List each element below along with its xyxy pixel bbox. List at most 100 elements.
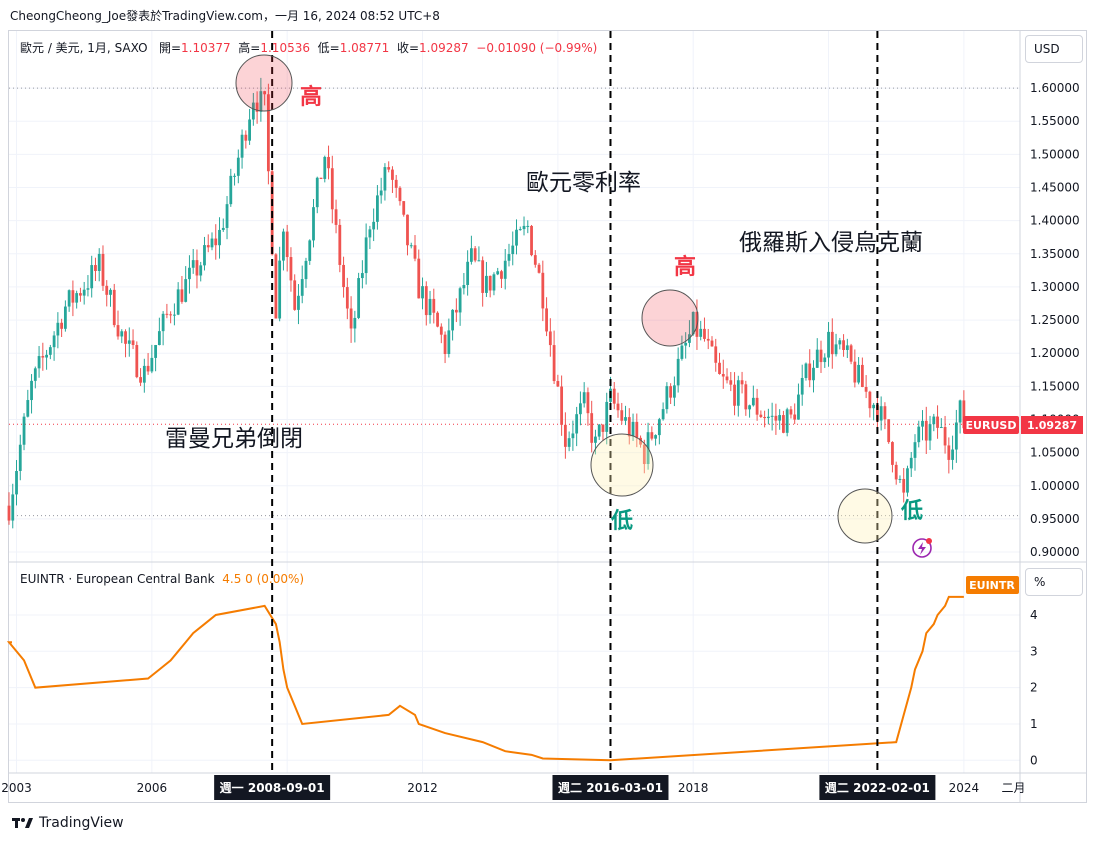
candle-body [571,433,575,439]
candle-body [774,415,778,421]
event-date-badge [214,775,331,800]
change-value: −0.01090 (−0.99%) [476,41,598,55]
candle-body [917,426,921,443]
candle-body [323,156,327,179]
candle-body [842,340,845,350]
candle-body [41,356,45,358]
candle-body [308,240,312,261]
candle-body [522,225,526,230]
candle-body [654,435,657,439]
candle-body [413,245,417,259]
candle-body [293,280,297,310]
candle-body [815,349,819,368]
percent-button[interactable]: % [1025,568,1083,596]
candle-body [157,331,161,346]
lightning-icon[interactable] [912,538,932,558]
euintr-badge [966,576,1019,594]
candle-body [406,214,409,246]
candle-body [387,167,391,170]
price-tick-label: 1.00000 [1030,479,1080,493]
candle-body [725,376,729,381]
candle-body [733,384,736,406]
candle-body [184,279,188,302]
russia-ukraine-label: 俄羅斯入侵烏克蘭 [739,230,923,256]
candle-body [703,328,706,339]
euro-zero-rate-label: 歐元零利率 [526,170,641,196]
candle-body [199,265,203,276]
candle-body [808,363,812,381]
candle-body [105,285,109,295]
candle-body [759,414,763,417]
reference-lines [9,87,1020,517]
candle-body [127,340,131,344]
eurusd-symbol-badge [963,416,1019,434]
candle-body [274,254,278,319]
candle-body [605,401,609,432]
low-label-2016: 低 [610,509,633,534]
event-date-badge [819,775,936,800]
event-date-text: 週一 2008-09-01 [220,780,325,795]
candle-body [560,386,564,425]
candle-body [37,356,41,369]
candle-body [142,365,146,383]
event-date-text: 週二 2022-02-01 [825,780,930,795]
candle-body [951,449,954,460]
candle-body [398,187,402,202]
candle-body [530,225,533,256]
low-circle-2016 [590,433,654,497]
candle-body [748,405,751,410]
candle-body [240,134,244,158]
candle-body [766,416,770,419]
candle-body [601,424,605,432]
main-legend: 歐元 / 美元, 1月, SAXO 開=1.10377 高=1.10536 低=… [20,39,597,56]
candle-body [285,231,289,258]
candle-body [428,298,432,316]
currency-button[interactable]: USD [1025,35,1083,63]
candle-body [330,168,334,210]
candle-body [770,415,774,417]
candle-body [259,91,263,112]
event-date-badge [552,775,669,800]
footer-brand: TradingView [12,815,124,831]
price-tick-label: 1.50000 [1030,147,1080,161]
candle-body [338,224,342,265]
time-axis: 2003 2006 2012 2018 2024 二月 [1,781,1025,795]
candle-body [94,265,97,271]
candle-body [650,432,654,439]
candle-body [913,442,917,458]
high-label-2008: 高 [300,84,322,110]
event-lines: 週一 2008-09-01 週二 2016-03-01 週二 2022-02-01 [214,31,936,800]
candle-body [830,331,834,355]
candle-body [469,248,473,262]
candle-body [266,94,270,172]
candle-body [879,406,883,421]
high-value: 1.10536 [260,41,310,55]
candle-body [669,386,673,398]
rate-tick-label: 3 [1030,644,1038,658]
notification-dot-icon [926,538,932,544]
candle-body [146,365,150,372]
candle-body [97,253,101,271]
candle-body [639,437,642,445]
candle-body [793,414,797,420]
candle-body [744,384,748,410]
candle-body [921,420,924,427]
candle-body [507,254,511,261]
candle-body [364,237,368,274]
candle-body [109,289,112,295]
candle-body [214,238,218,246]
candle-body [451,309,454,331]
high-circle-2008 [235,54,293,112]
candle-body [319,177,323,179]
candle-body [891,442,894,465]
candle-body [537,264,541,273]
time-tick-label: 2024 [949,781,980,795]
candle-body [297,295,300,310]
candle-body [533,255,537,265]
candle-body [210,238,214,248]
candle-body [488,275,492,291]
candle-body [511,245,515,255]
candle-body [902,478,906,493]
candle-body [11,494,15,521]
